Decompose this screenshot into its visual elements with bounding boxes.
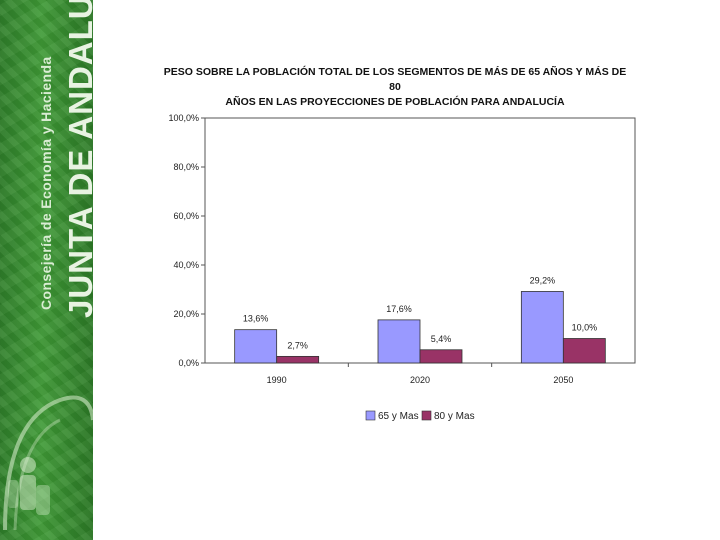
bar-80-y-mas (562, 338, 606, 364)
andalucia-emblem-icon (3, 395, 93, 531)
chart-title-line2: AÑOS EN LAS PROYECCIONES DE POBLACIÓN PA… (225, 96, 565, 108)
x-tick-label: 2050 (553, 375, 573, 385)
y-tick-label: 40,0% (173, 260, 199, 270)
data-label: 5,4% (431, 334, 452, 344)
x-tick-label: 2020 (410, 375, 430, 385)
sidebar-banner: Consejería de Economía y Hacienda JUNTA … (0, 0, 93, 540)
y-tick-label: 0,0% (178, 358, 199, 368)
bar-65-y-mas (234, 329, 278, 364)
y-tick-label: 80,0% (173, 162, 199, 172)
chart-title-line1: PESO SOBRE LA POBLACIÓN TOTAL DE LOS SEG… (163, 66, 627, 93)
chart-title: PESO SOBRE LA POBLACIÓN TOTAL DE LOS SEG… (160, 65, 630, 110)
y-tick-label: 60,0% (173, 211, 199, 221)
legend-label: 65 y Mas (378, 411, 419, 422)
data-label: 17,6% (386, 304, 412, 314)
x-tick-label: 1990 (267, 375, 287, 385)
data-label: 13,6% (243, 314, 269, 324)
data-label: 29,2% (530, 275, 556, 285)
y-tick-label: 100,0% (168, 113, 199, 123)
legend-swatch (365, 410, 376, 421)
data-label: 10,0% (572, 323, 598, 333)
data-label: 2,7% (287, 340, 308, 350)
bar-80-y-mas (276, 355, 320, 364)
bar-65-y-mas (377, 319, 421, 364)
bar-80-y-mas (419, 349, 463, 364)
y-tick-label: 20,0% (173, 309, 199, 319)
bar-65-y-mas (520, 291, 564, 364)
legend-label: 80 y Mas (434, 411, 475, 422)
legend-swatch (421, 410, 432, 421)
